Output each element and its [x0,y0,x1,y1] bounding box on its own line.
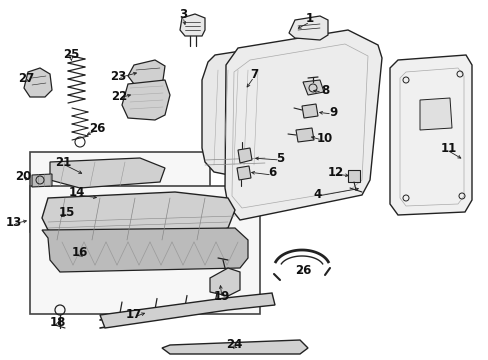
Bar [30,186,260,314]
Text: 25: 25 [62,49,79,62]
Text: 27: 27 [18,72,34,85]
Bar [30,152,209,232]
Text: 20: 20 [15,170,31,183]
Polygon shape [100,293,274,328]
Polygon shape [50,158,164,188]
Text: 1: 1 [305,12,313,24]
Text: 26: 26 [89,122,105,135]
Text: 6: 6 [267,166,276,180]
Text: 18: 18 [50,315,66,328]
Text: 3: 3 [179,8,187,21]
Text: 5: 5 [275,152,284,165]
Text: 10: 10 [316,131,332,144]
Polygon shape [209,268,240,296]
Text: 9: 9 [329,105,337,118]
Text: 17: 17 [125,309,142,321]
Polygon shape [347,170,359,182]
Text: 13: 13 [6,216,22,229]
Polygon shape [302,104,317,118]
Text: 24: 24 [225,338,242,351]
Text: 15: 15 [59,206,75,219]
Polygon shape [303,80,324,95]
Polygon shape [42,228,247,272]
Polygon shape [389,55,471,215]
Text: 7: 7 [249,68,258,81]
Text: 8: 8 [320,84,328,96]
Text: 4: 4 [313,188,322,201]
Text: 22: 22 [111,90,127,103]
Text: 26: 26 [294,265,310,278]
Polygon shape [128,60,164,86]
Polygon shape [24,68,52,97]
Text: 11: 11 [440,141,456,154]
Polygon shape [42,192,235,242]
Polygon shape [32,174,52,187]
Text: 16: 16 [72,247,88,260]
Polygon shape [237,166,250,180]
Polygon shape [419,98,451,130]
Polygon shape [295,128,313,142]
Text: 19: 19 [213,289,230,302]
Polygon shape [162,340,307,354]
Text: 23: 23 [110,69,126,82]
Polygon shape [288,16,327,40]
Polygon shape [122,80,170,120]
Polygon shape [180,14,204,36]
Text: 12: 12 [327,166,344,179]
Polygon shape [202,48,278,176]
Polygon shape [238,148,251,163]
Polygon shape [224,30,381,220]
Text: 21: 21 [55,156,71,168]
Text: 14: 14 [69,186,85,199]
